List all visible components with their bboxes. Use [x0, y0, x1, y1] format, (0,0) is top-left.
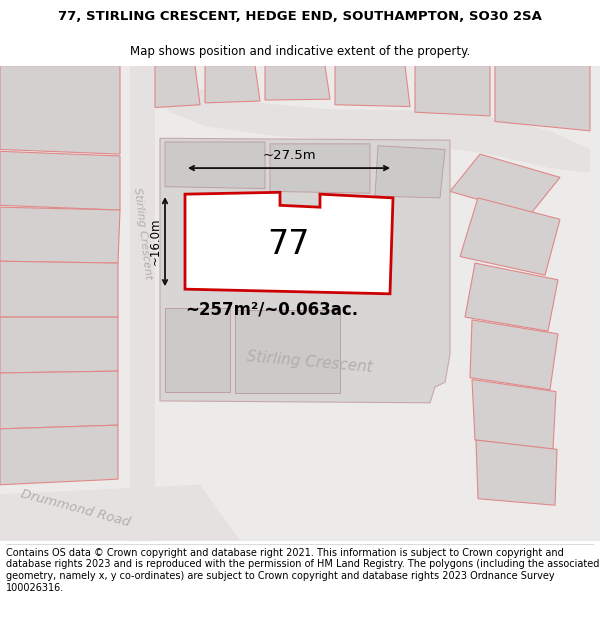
Polygon shape	[495, 66, 590, 131]
Polygon shape	[165, 308, 230, 392]
Polygon shape	[155, 66, 200, 108]
Polygon shape	[185, 192, 393, 294]
Polygon shape	[415, 66, 490, 116]
Polygon shape	[375, 146, 445, 198]
Polygon shape	[0, 425, 118, 485]
Text: Drummond Road: Drummond Road	[19, 487, 131, 529]
Polygon shape	[0, 261, 118, 317]
Polygon shape	[0, 66, 120, 154]
Polygon shape	[460, 198, 560, 275]
Text: Contains OS data © Crown copyright and database right 2021. This information is : Contains OS data © Crown copyright and d…	[6, 548, 599, 592]
Polygon shape	[130, 66, 590, 173]
Polygon shape	[465, 263, 558, 331]
Polygon shape	[335, 66, 410, 107]
Text: ~257m²/~0.063ac.: ~257m²/~0.063ac.	[185, 301, 358, 319]
Text: ~16.0m: ~16.0m	[149, 218, 161, 266]
Text: Stirling Crescent: Stirling Crescent	[247, 349, 374, 375]
Text: Stirling Crescent: Stirling Crescent	[133, 187, 154, 280]
Polygon shape	[0, 208, 120, 263]
Text: ~27.5m: ~27.5m	[262, 149, 316, 162]
Polygon shape	[160, 138, 450, 402]
Polygon shape	[450, 154, 560, 214]
Polygon shape	[0, 371, 118, 429]
Polygon shape	[165, 142, 265, 189]
Polygon shape	[0, 151, 120, 210]
Polygon shape	[265, 66, 330, 100]
Polygon shape	[472, 379, 556, 449]
Text: 77, STIRLING CRESCENT, HEDGE END, SOUTHAMPTON, SO30 2SA: 77, STIRLING CRESCENT, HEDGE END, SOUTHA…	[58, 10, 542, 23]
Polygon shape	[0, 317, 118, 373]
Polygon shape	[205, 66, 260, 103]
Polygon shape	[470, 320, 558, 390]
Text: Map shows position and indicative extent of the property.: Map shows position and indicative extent…	[130, 45, 470, 58]
Polygon shape	[476, 440, 557, 505]
Text: 77: 77	[267, 228, 309, 261]
Polygon shape	[270, 144, 370, 193]
Polygon shape	[130, 66, 155, 541]
Polygon shape	[235, 309, 340, 394]
Polygon shape	[0, 485, 240, 541]
